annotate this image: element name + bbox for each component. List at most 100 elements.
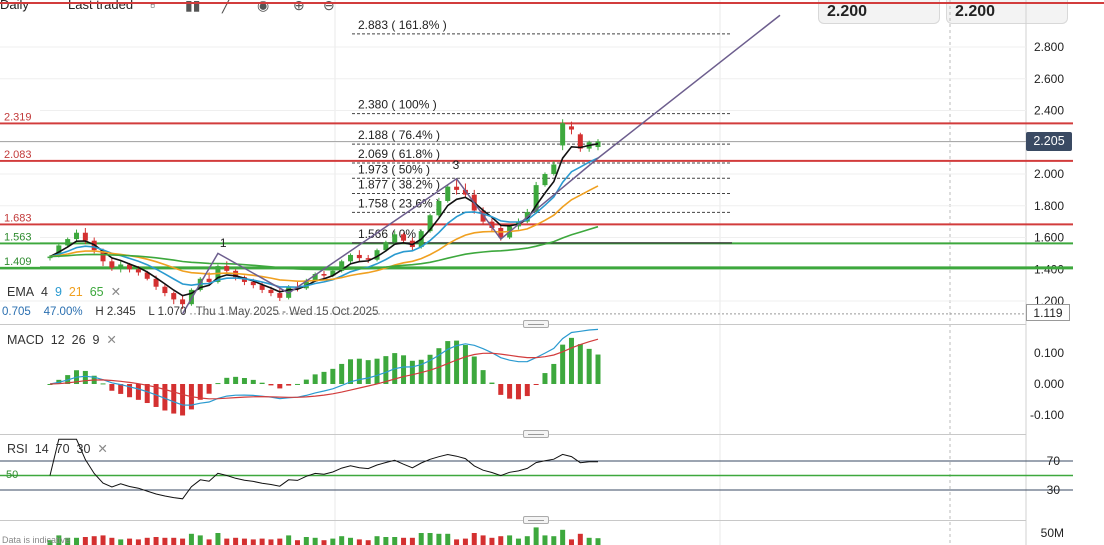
macd-histogram-bar — [339, 363, 345, 384]
buy-price: 2.200 — [955, 2, 996, 20]
candle-body — [56, 245, 62, 257]
ema-label: EMA — [7, 285, 35, 299]
zoom-in-icon[interactable]: ⊕ — [293, 0, 305, 13]
level-tag-bg — [0, 210, 40, 224]
volume-bar — [418, 533, 424, 545]
volume-bar — [533, 527, 539, 545]
candle-body — [65, 239, 71, 246]
volume-tick-label: 50M — [1041, 526, 1064, 540]
macd-histogram-bar — [268, 384, 274, 386]
macd-histogram-bar — [436, 348, 442, 384]
volume-bar — [339, 536, 345, 545]
volume-bar — [277, 538, 283, 545]
close-icon[interactable]: ✕ — [106, 333, 117, 347]
rsi-tick-label: 30 — [1047, 483, 1061, 497]
candle-body — [568, 126, 574, 130]
macd-histogram-bar — [524, 384, 530, 397]
elliott-wave-drawing — [181, 14, 781, 315]
volume-bar — [56, 535, 62, 545]
volume-bar — [436, 533, 442, 545]
macd-histogram-bar — [171, 384, 177, 414]
macd-histogram-bar — [82, 370, 88, 384]
zoom-out-icon[interactable]: ⊖ — [323, 0, 335, 13]
fib-level-label: 1.973 ( 50% ) — [358, 162, 430, 176]
close-icon[interactable]: ✕ — [97, 442, 108, 456]
volume-bar — [215, 533, 221, 545]
volume-bar — [65, 537, 71, 545]
volume-bar — [383, 537, 389, 545]
volume-bar — [162, 537, 168, 545]
ema-line-65 — [49, 225, 599, 271]
ema-legend[interactable]: EMA 4 9 21 65 ✕ — [7, 284, 121, 299]
macd-histogram-bar — [135, 384, 141, 400]
close-icon[interactable]: ✕ — [110, 285, 122, 299]
level-tag-bg — [0, 146, 40, 160]
candle-body — [445, 186, 451, 201]
volume-bar — [489, 537, 495, 545]
volume-bar — [401, 537, 407, 545]
volume-bar — [462, 538, 468, 545]
volume-bar — [312, 537, 318, 545]
rsi-legend[interactable]: RSI 14 70 30 ✕ — [7, 441, 108, 456]
macd-histogram-bar — [162, 384, 168, 411]
macd-slow: 26 — [71, 333, 86, 347]
pane-resize-handle[interactable] — [523, 516, 549, 524]
candle-body — [171, 293, 177, 300]
volume-bar — [197, 535, 203, 545]
level-tag: 1.683 — [4, 212, 32, 224]
y-tick-label: 2.400 — [1034, 104, 1064, 118]
macd-histogram-bar — [294, 383, 300, 385]
macd-signal: 9 — [92, 333, 100, 347]
level-tag: 2.319 — [4, 111, 32, 123]
macd-histogram-bar — [127, 384, 133, 398]
volume-bar — [348, 537, 354, 545]
volume-bar — [409, 537, 415, 545]
candle-body — [339, 261, 345, 271]
macd-histogram-bar — [507, 384, 513, 399]
macd-legend[interactable]: MACD 12 26 9 ✕ — [7, 332, 117, 347]
macd-histogram-bar — [321, 371, 327, 384]
settings-box-icon[interactable]: ▫ — [150, 0, 155, 13]
level-tag-bg — [0, 109, 40, 123]
candle-body — [330, 270, 336, 276]
volume-bar — [356, 539, 362, 545]
candle-body — [162, 286, 168, 294]
macd-histogram-bar — [224, 377, 230, 384]
fib-level-label: 2.069 ( 61.8% ) — [358, 147, 440, 161]
ema-period-9: 9 — [54, 285, 62, 299]
macd-histogram-bar — [330, 368, 336, 384]
y-tick-label: 2.800 — [1034, 40, 1064, 54]
candle-body — [462, 189, 468, 195]
macd-histogram-bar — [454, 340, 460, 384]
macd-histogram-bar — [118, 384, 124, 394]
candle-body — [551, 164, 557, 174]
volume-bar — [498, 536, 504, 545]
wave-label-3: 3 — [453, 158, 460, 172]
macd-histogram-bar — [401, 355, 407, 384]
pane-separator — [0, 324, 1026, 325]
macd-histogram-bar — [277, 384, 283, 389]
fib-level-label: 2.380 ( 100% ) — [358, 98, 437, 112]
pane-resize-handle[interactable] — [523, 320, 549, 328]
candle-body — [250, 281, 256, 286]
macd-histogram-bar — [542, 373, 548, 384]
macd-histogram-bar — [250, 379, 256, 384]
volume-bar — [445, 533, 451, 545]
candle-body — [560, 123, 566, 146]
volume-bar — [233, 537, 239, 545]
volume-bar — [286, 535, 292, 545]
candle-body — [533, 185, 539, 213]
wave-label-1: 1 — [220, 236, 227, 250]
volume-bar — [524, 536, 530, 545]
macd-line — [49, 328, 599, 406]
macd-histogram-bar — [180, 384, 186, 416]
candle-body — [303, 280, 309, 289]
volume-bar — [135, 539, 141, 545]
candle-body — [118, 264, 124, 268]
pane-resize-handle[interactable] — [523, 430, 549, 438]
volume-bar — [47, 540, 53, 545]
draw-line-icon[interactable]: ╱ — [222, 0, 231, 13]
macd-histogram-bar — [515, 384, 521, 400]
macd-histogram-bar — [348, 359, 354, 384]
